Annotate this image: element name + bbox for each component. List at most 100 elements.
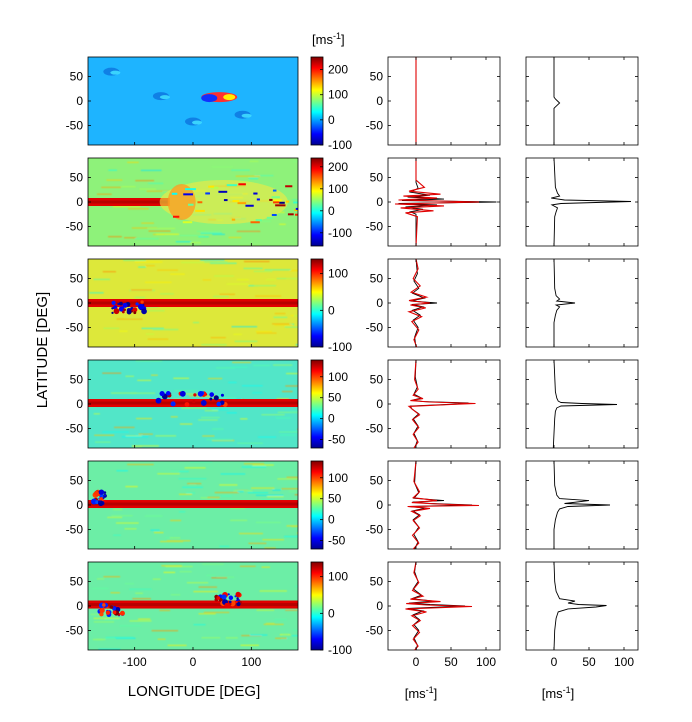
figure-row-4: 50 0 -50 100 50 0 -50 50 0 -50	[66, 359, 639, 449]
map-noise-mark	[105, 610, 111, 615]
map-noise-mark	[236, 601, 241, 607]
map-noise-mark	[102, 603, 106, 607]
plot-ytick-label: 50	[370, 171, 384, 185]
rms-panel-6: 0 50 100	[525, 561, 639, 669]
map-noise-mark	[98, 500, 101, 504]
colorbar-tick-label: 0	[328, 303, 335, 317]
profile-line-black	[553, 258, 576, 347]
map-noise-mark	[132, 307, 138, 313]
rms-panel-4	[525, 359, 639, 449]
map-noise-mark	[119, 301, 123, 306]
x-axis-label-profile: [ms-1]	[405, 685, 438, 701]
map-xtick-label: -100	[123, 655, 147, 669]
colorbar-tick-label: 200	[328, 63, 348, 77]
colorbar-unit-label: [ms-1]	[312, 31, 345, 47]
map-feature-blob-core	[110, 70, 121, 75]
map-noise-mark	[256, 198, 260, 201]
map-feature-jet-core	[201, 94, 218, 103]
map-noise-mark	[159, 390, 165, 397]
map-noise-mark	[250, 221, 260, 224]
colorbar-tick-label: -100	[328, 340, 352, 354]
map-noise-mark	[219, 400, 225, 406]
profile-line-black	[553, 57, 561, 145]
map-ytick-label: 50	[70, 474, 84, 488]
plot-frame	[525, 359, 639, 449]
map-noise-mark	[112, 610, 117, 615]
map-noise-mark	[172, 215, 180, 218]
map-noise-mark	[171, 192, 178, 195]
rms-panel-5	[525, 460, 639, 550]
figure-row-6: 50 0 -50 -100 0 100 100 0 -100 50 0 -50 0 50 100 0 50 100	[66, 561, 639, 669]
colorbar-gradient	[310, 56, 324, 146]
map-noise-mark	[216, 596, 221, 600]
profile-panel-5: 50 0 -50	[366, 460, 501, 550]
plot-ytick-label: 0	[376, 397, 383, 411]
map-ytick-label: 0	[76, 498, 83, 512]
map-noise-mark	[285, 185, 293, 188]
map-noise-mark	[231, 218, 236, 221]
profile-line-red	[394, 158, 480, 247]
map-noise-mark	[119, 610, 125, 616]
map-noise-mark	[287, 213, 294, 216]
map-noise-mark	[238, 183, 246, 186]
map-xtick-label: 0	[190, 655, 197, 669]
figure-row-3: 50 0 -50 100 0 -100 50 0 -50	[66, 258, 639, 354]
colorbar-gradient	[310, 561, 324, 651]
plot-ytick-label: -50	[366, 118, 384, 132]
plot-ytick-label: 50	[370, 474, 384, 488]
map-field	[88, 563, 298, 650]
map-noise-mark	[232, 200, 240, 203]
plot-xtick-label: 100	[476, 655, 496, 669]
map-noise-mark	[224, 602, 230, 609]
colorbar-tick-label: 100	[328, 370, 348, 384]
map-noise-mark	[121, 310, 125, 314]
map-background	[88, 57, 298, 145]
map-noise-mark	[117, 302, 120, 306]
map-noise-mark	[209, 397, 213, 401]
map-ytick-label: 50	[70, 171, 84, 185]
map-noise-mark	[236, 597, 239, 600]
map-noise-mark	[279, 201, 285, 204]
map-noise-mark	[184, 188, 196, 191]
map-noise-mark	[235, 600, 238, 604]
map-noise-mark	[255, 219, 262, 222]
map-noise-mark	[137, 303, 144, 310]
plot-frame	[525, 561, 639, 651]
map-noise-mark	[226, 184, 238, 187]
plot-ytick-label: 0	[376, 599, 383, 613]
map-noise-mark	[101, 494, 104, 497]
plot-ytick-label: -50	[366, 219, 384, 233]
map-noise-mark	[183, 193, 193, 196]
map-ytick-label: 0	[76, 94, 83, 108]
profile-line-black	[552, 359, 618, 449]
map-feature-band-core	[88, 301, 298, 305]
map-ytick-label: -50	[66, 623, 84, 637]
map-noise-mark	[197, 201, 203, 204]
map-noise-mark	[271, 196, 280, 199]
map-noise-mark	[188, 203, 194, 206]
colorbar-4: 100 50 0 -50	[310, 359, 348, 449]
map-noise-mark	[200, 400, 207, 406]
map-noise-mark	[269, 198, 273, 201]
map-noise-mark	[273, 201, 280, 204]
map-noise-mark	[208, 185, 215, 188]
colorbar-tick-label: 50	[328, 391, 342, 405]
map-noise-mark	[253, 192, 258, 195]
plot-xtick-label: 50	[444, 655, 458, 669]
map-noise-mark	[245, 204, 254, 207]
colorbar-5: 100 50 0 -50	[310, 460, 348, 550]
map-ytick-label: 0	[76, 599, 83, 613]
colorbar-tick-label: -100	[328, 138, 352, 152]
map-noise-mark	[182, 221, 193, 224]
colorbar-tick-label: 100	[328, 570, 348, 584]
map-noise-mark	[209, 392, 215, 397]
colorbar-tick-label: 100	[328, 182, 348, 196]
map-noise-mark	[271, 213, 277, 216]
plot-frame	[525, 258, 639, 348]
map-noise-mark	[98, 489, 105, 495]
map-feature-blob-core	[192, 120, 202, 125]
x-axis-label-map: LONGITUDE [DEG]	[128, 683, 261, 700]
x-axis-label-rms: [ms-1]	[542, 685, 575, 701]
map-noise-mark	[285, 200, 290, 203]
map-ytick-label: -50	[66, 421, 84, 435]
